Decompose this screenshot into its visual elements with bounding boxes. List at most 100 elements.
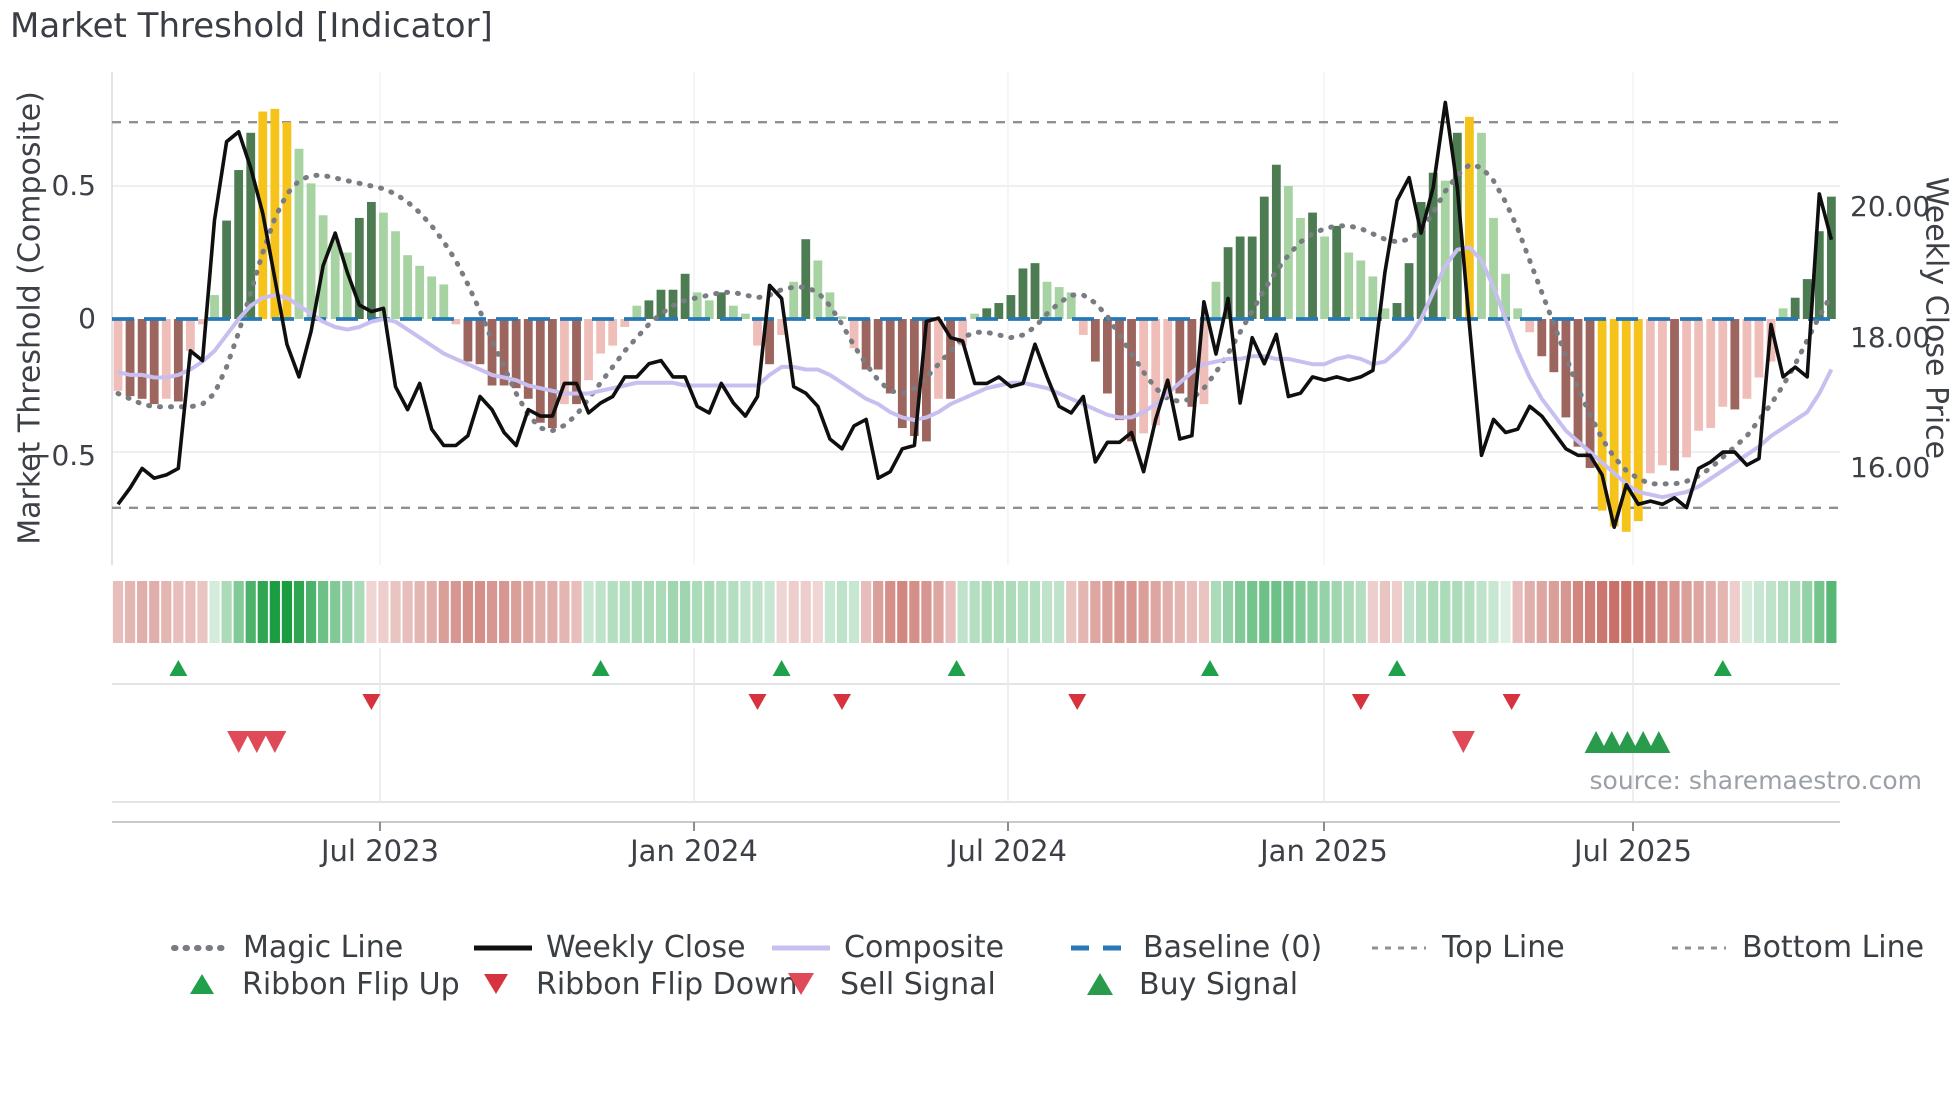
left-tick-0_5: 0.5: [51, 169, 96, 202]
threshold-bar: [849, 319, 859, 349]
threshold-bar: [1127, 319, 1136, 442]
threshold-bar: [982, 308, 992, 319]
sell-signal-marker: [227, 731, 251, 753]
ribbon-stripe: [1645, 581, 1656, 643]
ribbon-stripe: [824, 581, 835, 643]
ribbon-stripe: [1005, 581, 1016, 643]
ribbon-stripe: [1343, 581, 1354, 643]
ribbon-stripe: [1705, 581, 1716, 643]
ribbon-stripe: [450, 581, 461, 643]
legend-label: Bottom Line: [1742, 929, 1925, 965]
ribbon-stripe: [1210, 581, 1222, 643]
ribbon-stripe: [631, 581, 642, 643]
threshold-bar: [1211, 281, 1221, 319]
ribbon-stripe: [559, 581, 570, 643]
ribbon-stripe: [1584, 581, 1596, 643]
ribbon-stripe: [1295, 581, 1306, 643]
baseline-swatch-icon: [1071, 945, 1129, 951]
ribbon-stripe: [1331, 581, 1342, 643]
ribbon-stripe: [124, 581, 136, 643]
ribbon-stripe: [149, 581, 160, 643]
threshold-bar: [1392, 303, 1402, 319]
threshold-bar: [1633, 319, 1643, 522]
threshold-bar: [1428, 172, 1438, 319]
ribbon-stripe: [1753, 581, 1765, 643]
legend-item-composite: Composite: [772, 929, 1004, 965]
legend-item-buy-signal: Buy Signal: [1087, 966, 1298, 1002]
threshold-bar: [1464, 116, 1474, 319]
ribbon-stripe: [1778, 581, 1789, 643]
threshold-bar: [403, 255, 412, 319]
ribbon-stripe: [969, 581, 980, 643]
ribbon-stripe: [1054, 581, 1065, 643]
threshold-bar: [1332, 225, 1342, 319]
threshold-bar: [704, 300, 714, 319]
ribbon-stripe: [342, 581, 353, 643]
threshold-bar: [837, 316, 847, 319]
threshold-bar: [1561, 319, 1571, 418]
threshold-bar: [1356, 260, 1366, 319]
ribbon-stripe: [511, 581, 522, 643]
threshold-bar: [1440, 180, 1450, 319]
ribbon-stripe: [1379, 581, 1391, 643]
ribbon-stripe: [692, 581, 703, 643]
buy-signal-marker: [1600, 731, 1624, 753]
threshold-bar: [415, 265, 425, 319]
ribbon-stripe: [1633, 581, 1644, 643]
threshold-bar: [1090, 319, 1100, 362]
threshold-bar: [1694, 319, 1704, 431]
ribbon-stripe: [1500, 581, 1511, 643]
threshold-bar: [1380, 308, 1390, 319]
threshold-bar: [294, 148, 304, 319]
ribbon-stripe: [800, 581, 811, 643]
ribbon-stripe: [1741, 581, 1753, 643]
threshold-bar: [1247, 236, 1257, 319]
threshold-bar: [535, 319, 545, 423]
ribbon-stripe: [438, 581, 449, 643]
ribbon-stripe: [1017, 581, 1029, 643]
right-tick-16: 16.00: [1850, 451, 1931, 484]
ribbon-stripe: [305, 581, 317, 643]
x-tick-jul-2025: Jul 2025: [1573, 834, 1692, 868]
buy-signal-marker: [1647, 731, 1671, 753]
ribbon-stripe: [957, 581, 968, 643]
threshold-bar: [391, 231, 400, 319]
sell-signal-marker: [1451, 731, 1475, 753]
threshold-bar: [427, 276, 437, 319]
ribbon-flip-up-marker: [1387, 660, 1406, 676]
legend-label: Weekly Close: [546, 929, 746, 965]
legend-label: Sell Signal: [840, 966, 996, 1002]
threshold-bar: [1042, 281, 1052, 319]
bottom-line-swatch-icon: [1672, 946, 1726, 950]
threshold-bar: [282, 122, 292, 319]
ribbon-stripe: [897, 581, 908, 643]
threshold-bar: [1223, 247, 1233, 319]
threshold-bar: [1235, 236, 1245, 319]
ribbon-stripe: [221, 581, 232, 643]
ribbon-stripe: [354, 581, 365, 643]
threshold-bar: [958, 319, 968, 346]
threshold-bar: [547, 319, 557, 429]
ribbon-stripe: [1729, 581, 1740, 643]
threshold-bar: [909, 319, 919, 437]
threshold-bar: [1706, 319, 1716, 429]
threshold-bar: [1645, 319, 1655, 474]
page-title: Market Threshold [Indicator]: [10, 6, 493, 46]
ribbon-stripe: [1114, 581, 1125, 643]
x-tick-jan-2024: Jan 2024: [630, 834, 758, 868]
ribbon-stripe: [1090, 581, 1101, 643]
threshold-bar: [560, 319, 569, 405]
threshold-bar: [1054, 287, 1064, 319]
threshold-bar: [1404, 263, 1414, 319]
threshold-bar: [1103, 319, 1112, 394]
threshold-bar: [1609, 319, 1619, 527]
ribbon-stripe: [161, 581, 172, 643]
ribbon-flip-up-marker: [1200, 660, 1219, 676]
ribbon-stripe: [1621, 581, 1632, 643]
ribbon-stripe: [776, 581, 787, 643]
threshold-bar: [198, 319, 207, 325]
ribbon-stripe: [1150, 581, 1161, 643]
ribbon-stripe: [1271, 581, 1282, 643]
threshold-bar: [1066, 292, 1076, 319]
legend-item-top-line: Top Line: [1370, 929, 1565, 965]
